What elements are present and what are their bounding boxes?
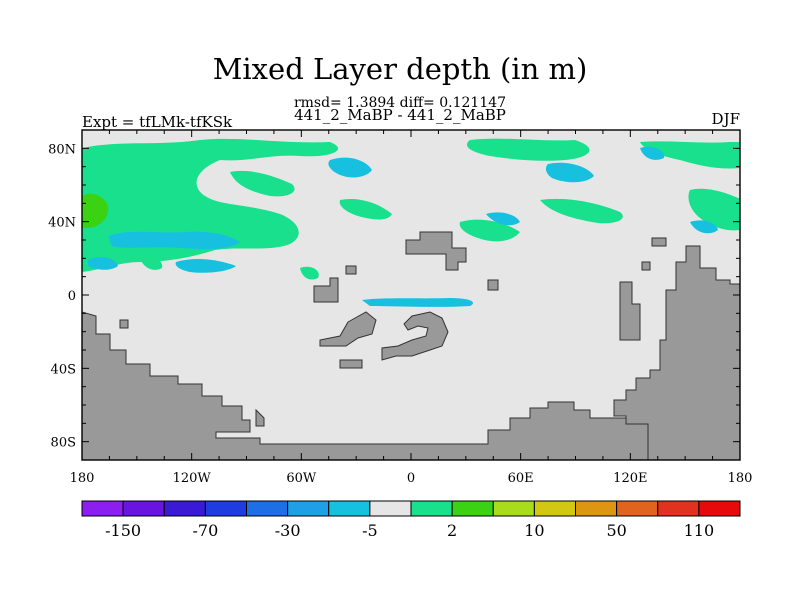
data-field [82, 138, 740, 460]
field-bright-green [82, 193, 109, 228]
colorbar-label: 110 [684, 521, 715, 540]
colorbar-swatch [122, 500, 165, 517]
landmass-antarctica [82, 311, 649, 460]
landmass-indonesia [619, 281, 641, 341]
landmass-madagascar-arc [319, 311, 377, 347]
field-green-north-b [230, 170, 295, 197]
y-tick-label: 40N [48, 216, 76, 231]
field-green-midlat-b [540, 198, 623, 224]
colorbar-swatch [575, 500, 618, 517]
colorbar-swatch [698, 500, 741, 517]
field-green-arctic-b [640, 141, 740, 169]
colorbar-swatch [246, 500, 289, 517]
x-tick-label: 60W [286, 471, 317, 486]
colorbar-swatch [328, 500, 371, 517]
field-cyan-pacific-c [175, 259, 236, 273]
experiment-label: Expt = tfLMk-tfKSk [82, 113, 233, 131]
x-tick-label: 180 [70, 471, 95, 486]
landmass-africa-south [381, 311, 449, 361]
colorbar-swatch [369, 500, 412, 517]
field-green-arctic [466, 138, 590, 161]
y-tick-label: 80N [48, 142, 76, 157]
y-tick-label: 40S [51, 362, 76, 377]
colorbar-swatch [492, 500, 535, 517]
field-green-south-a [140, 256, 163, 270]
axes: 180 120W 60W 0 60E 120E 180 80N 40N 0 40S 80S [48, 130, 752, 486]
field-cyan-arctic-b [545, 162, 594, 183]
colorbar-label: 10 [524, 521, 544, 540]
x-tick-label: 0 [407, 471, 415, 486]
field-cyan-equatorial [362, 298, 474, 307]
colorbar-label: -30 [275, 521, 301, 540]
chart-subtitle-cases: 441_2_MaBP - 441_2_MaBP [294, 106, 506, 124]
colorbar-label: 50 [606, 521, 626, 540]
colorbar-swatch [616, 500, 659, 517]
field-cyan-midlat-b [690, 220, 718, 234]
x-tick-label: 120W [173, 471, 212, 486]
field-cyan-arctic [328, 157, 372, 178]
colorbar-label: -150 [105, 521, 141, 540]
colorbar-swatch [81, 500, 124, 517]
landmass-east-islet [651, 237, 667, 247]
landmass-caribbean [345, 265, 357, 275]
field-green-south-b [300, 266, 319, 280]
field-cyan-arctic-c [640, 146, 665, 160]
x-tick-label: 60E [508, 471, 534, 486]
landmass-africa [405, 231, 467, 271]
field-cyan-midlat [486, 212, 520, 226]
landmass-south-america [255, 408, 265, 427]
landmass-australia-asia [613, 245, 740, 460]
y-tick-label: 80S [51, 436, 76, 451]
colorbar-swatch [533, 500, 576, 517]
landmass-pacific-islet [119, 319, 129, 329]
colorbar-swatch [287, 500, 330, 517]
colorbar-label: -70 [192, 521, 218, 540]
field-green-midlat-a [339, 198, 392, 220]
colorbar-swatch [163, 500, 206, 517]
colorbar-swatch [410, 500, 453, 517]
x-tick-label: 180 [728, 471, 753, 486]
landmass-arabia [487, 279, 499, 291]
y-tick-label: 0 [68, 289, 76, 304]
chart-subtitle-stats: rmsd= 1.3894 diff= 0.121147 [293, 95, 507, 111]
landmass-east-islet-b [641, 261, 651, 271]
colorbar-label: -5 [362, 521, 378, 540]
field-cyan-pacific-b [88, 257, 118, 270]
season-label: DJF [711, 110, 740, 128]
field-cyan-pacific [108, 231, 240, 250]
colorbar-swatch [204, 500, 247, 517]
field-green-midlat-d [459, 219, 520, 242]
colorbar: -150 -70 -30 -5 2 10 50 110 [81, 500, 741, 540]
colorbar-swatch [451, 500, 494, 517]
chart-title: Mixed Layer depth (in m) [212, 52, 588, 86]
colorbar-swatch [657, 500, 700, 517]
x-tick-label: 120E [613, 471, 647, 486]
landmass-central-america [313, 277, 339, 303]
colorbar-label: 2 [447, 521, 457, 540]
field-green-midlat-c [688, 188, 740, 231]
landmass-south-islet [339, 359, 363, 369]
